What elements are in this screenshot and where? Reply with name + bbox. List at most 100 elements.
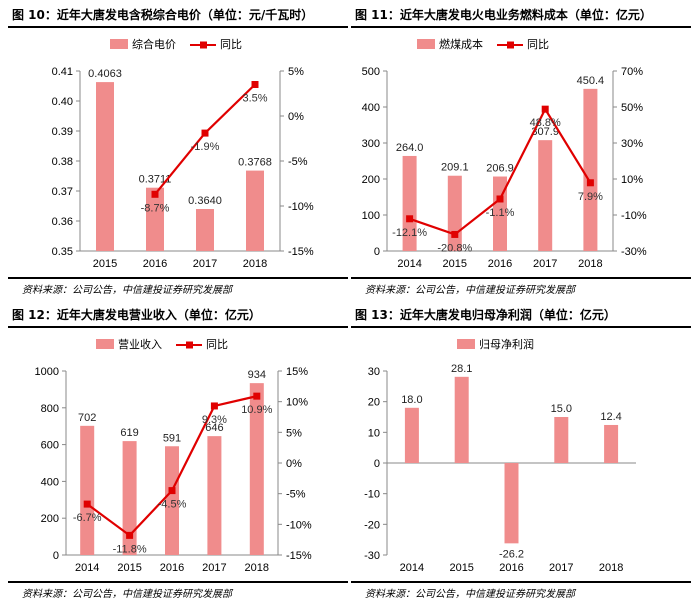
- y2-tick-label: 5%: [286, 427, 302, 439]
- x-tick-label: 2018: [243, 258, 267, 270]
- legend-label: 燃煤成本: [439, 37, 483, 51]
- line-marker: [201, 129, 209, 137]
- y2-tick-label: 70%: [621, 66, 643, 78]
- bar: [454, 376, 469, 463]
- line-value-label: 7.9%: [578, 191, 603, 203]
- legend-bar-swatch: [417, 39, 435, 49]
- bar-value-label: 28.1: [451, 363, 472, 375]
- chart-plot: 1000 800 600 400 200 0 15% 10% 5% 0% -5% -10% -15% 20…: [35, 337, 312, 574]
- y2-tick-label: 0%: [286, 458, 302, 470]
- y-tick-label: 10: [368, 427, 380, 439]
- line-value-label: -1.1%: [486, 207, 515, 219]
- chart-plot: 30 20 10 0 -10 -20 -30 2014 2015 2016 2017 2018 18.0…: [364, 337, 636, 574]
- line-value-label: 10.9%: [241, 404, 272, 416]
- x-tick-label: 2015: [443, 258, 467, 270]
- y-tick-label: 400: [41, 476, 59, 488]
- legend-label: 营业收入: [118, 337, 162, 351]
- bottom-rule: [8, 277, 348, 279]
- legend-label: 同比: [220, 38, 242, 51]
- source-note: 资料来源：公司公告，中信建投证券研究发展部: [22, 285, 232, 296]
- x-tick-label: 2017: [193, 258, 217, 270]
- y-tick-label: 400: [362, 102, 380, 114]
- bar: [146, 187, 164, 251]
- bar-value-label: 0.4063: [88, 68, 122, 80]
- bar: [80, 425, 95, 555]
- y-tick-label: 0.38: [52, 156, 73, 168]
- bar-value-label: 619: [120, 427, 138, 439]
- bottom-rule: [8, 581, 348, 583]
- x-tick-label: 2015: [93, 258, 117, 270]
- title-rule: [351, 326, 691, 328]
- legend-bar-swatch: [457, 339, 475, 349]
- bar: [246, 170, 264, 251]
- bar: [196, 209, 214, 251]
- title-rule: [351, 26, 691, 28]
- chart-title: 图 12：近年大唐发电营业收入（单位：亿元）: [12, 308, 261, 322]
- chart-title: 图 10：近年大唐发电含税综合电价（单位：元/千瓦时）: [12, 8, 314, 22]
- x-tick-label: 2017: [202, 562, 226, 574]
- bar: [604, 424, 619, 463]
- y-tick-label: -30: [364, 550, 380, 562]
- legend-label: 归母净利润: [479, 337, 534, 351]
- legend-line-marker: [186, 341, 193, 349]
- bar: [447, 175, 462, 251]
- legend-label: 同比: [527, 38, 549, 51]
- line-value-label: -6.7%: [73, 512, 102, 524]
- y2-tick-label: -30%: [621, 246, 647, 258]
- y-tick-label: 200: [362, 174, 380, 186]
- legend-label: 综合电价: [132, 37, 176, 51]
- line-marker: [251, 81, 259, 88]
- y-tick-label: -20: [364, 519, 380, 531]
- legend-line-marker: [200, 41, 207, 49]
- line-marker: [83, 500, 91, 508]
- line-value-label: -1.9%: [191, 141, 220, 153]
- bar-value-label: 0.3640: [188, 195, 222, 207]
- x-tick-label: 2016: [143, 258, 167, 270]
- bar: [583, 88, 598, 251]
- y-tick-label: 500: [362, 66, 380, 78]
- y2-tick-label: -15%: [288, 246, 314, 258]
- y2-tick-label: 10%: [621, 174, 643, 186]
- y2-tick-label: -10%: [288, 201, 314, 213]
- y-tick-label: 0.35: [52, 246, 73, 258]
- line-marker: [253, 392, 261, 400]
- line-marker: [168, 487, 176, 495]
- y-tick-label: 600: [41, 440, 59, 452]
- y-tick-label: -10: [364, 489, 380, 501]
- title-rule: [8, 26, 348, 28]
- y2-tick-label: -10%: [621, 210, 647, 222]
- source-note: 资料来源：公司公告，中信建投证券研究发展部: [22, 589, 232, 600]
- x-tick-label: 2015: [449, 562, 473, 574]
- bar: [207, 436, 222, 555]
- line-value-label: 3.5%: [242, 93, 267, 105]
- bar-value-label: 307.9: [531, 126, 559, 138]
- bottom-rule: [351, 581, 691, 583]
- bar: [554, 417, 569, 463]
- y-tick-label: 200: [41, 513, 59, 525]
- y-tick-label: 300: [362, 138, 380, 150]
- bar-value-label: 12.4: [600, 411, 621, 423]
- y-tick-label: 30: [368, 366, 380, 378]
- y2-tick-label: -5%: [288, 156, 308, 168]
- chart-title: 图 11：近年大唐发电火电业务燃料成本（单位：亿元）: [355, 8, 652, 22]
- bar: [165, 446, 179, 555]
- y-tick-label: 0.41: [52, 66, 73, 78]
- x-tick-label: 2015: [117, 562, 141, 574]
- legend-line-marker: [507, 41, 514, 49]
- line-value-label: 48.8%: [530, 117, 561, 129]
- line-marker: [451, 230, 459, 238]
- line-marker: [406, 215, 414, 223]
- y2-tick-label: 5%: [288, 66, 304, 78]
- bar: [96, 82, 114, 251]
- y2-tick-label: -10%: [286, 519, 312, 531]
- x-tick-label: 2017: [533, 258, 557, 270]
- y2-tick-label: -5%: [286, 489, 306, 501]
- bar: [404, 407, 419, 463]
- line-marker: [541, 105, 549, 113]
- y-tick-label: 20: [368, 397, 380, 409]
- bar-value-label: 702: [78, 412, 96, 424]
- bar-value-label: 209.1: [441, 162, 469, 174]
- y-tick-label: 0.40: [52, 96, 73, 108]
- line-value-label: -20.8%: [437, 242, 472, 254]
- legend-label: 同比: [206, 338, 228, 351]
